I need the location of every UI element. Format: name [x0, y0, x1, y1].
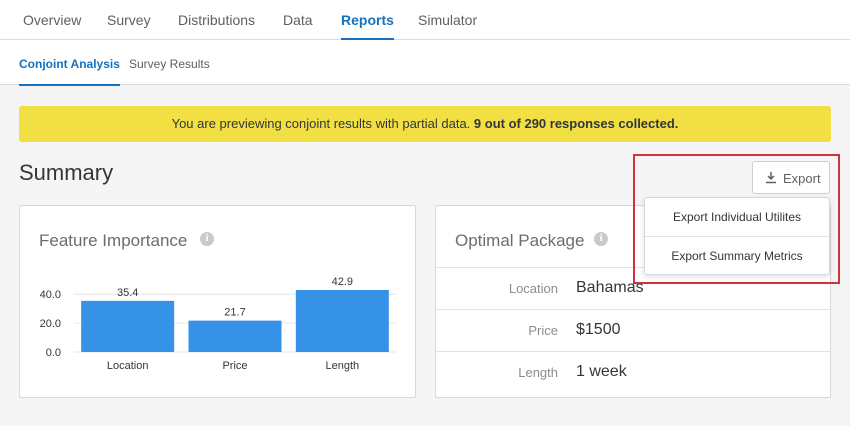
x-tick-label: Location [107, 360, 149, 372]
menu-item-export-individual-utilities[interactable]: Export Individual Utilites [672, 210, 802, 224]
sub-nav: Conjoint Analysis Survey Results [0, 40, 850, 86]
optimal-package-row: Length 1 week [436, 351, 830, 393]
download-icon [766, 172, 776, 184]
subtab-survey-results[interactable]: Survey Results [129, 57, 210, 71]
partial-data-banner: You are previewing conjoint results with… [19, 106, 831, 142]
page-title: Summary [19, 160, 114, 185]
export-button[interactable]: Export [752, 161, 830, 194]
tab-distributions[interactable]: Distributions [178, 12, 256, 28]
feature-importance-title: Feature Importance [39, 231, 188, 250]
tab-reports[interactable]: Reports [341, 0, 394, 41]
tab-survey[interactable]: Survey [107, 12, 151, 28]
row-label: Location [508, 281, 558, 296]
y-tick-label: 20.0 [40, 318, 61, 330]
bar-length[interactable] [295, 290, 389, 352]
row-label: Length [518, 365, 558, 380]
bar-value-label: 21.7 [224, 307, 245, 319]
y-tick-label: 0.0 [46, 347, 61, 359]
export-menu: Export Individual Utilites Export Summar… [644, 197, 830, 275]
feature-importance-chart: 40.0 20.0 0.0 35.4 Location 21.7 Price 42.9 Len… [40, 276, 396, 372]
banner-response-count: 9 out of 290 responses collected. [473, 116, 679, 131]
bar-location[interactable] [81, 300, 175, 352]
tab-simulator[interactable]: Simulator [418, 12, 478, 28]
row-value: $1500 [576, 321, 621, 338]
bar-value-label: 35.4 [117, 287, 138, 299]
top-nav: Overview Survey Distributions Data Repor… [0, 0, 850, 41]
tab-overview[interactable]: Overview [23, 12, 82, 28]
bar-value-label: 42.9 [332, 276, 353, 288]
optimal-package-row: Price $1500 [436, 309, 830, 351]
optimal-package-title: Optimal Package [455, 231, 585, 250]
bar-price[interactable] [188, 320, 282, 352]
menu-item-export-summary-metrics[interactable]: Export Summary Metrics [645, 236, 829, 274]
row-value: 1 week [576, 363, 627, 380]
banner-text: You are previewing conjoint results with… [171, 116, 471, 131]
row-label: Price [528, 323, 558, 338]
row-value: Bahamas [576, 279, 644, 296]
feature-importance-card: Feature Importance i 40.0 20.0 0.0 35.4 Loc… [19, 205, 416, 398]
export-label: Export [783, 171, 821, 186]
x-tick-label: Length [326, 360, 360, 372]
y-tick-label: 40.0 [40, 289, 61, 301]
info-icon[interactable]: i [200, 232, 214, 246]
info-icon[interactable]: i [594, 232, 608, 246]
subtab-conjoint-analysis[interactable]: Conjoint Analysis [19, 40, 120, 86]
x-tick-label: Price [222, 360, 247, 372]
tab-data[interactable]: Data [283, 12, 313, 28]
